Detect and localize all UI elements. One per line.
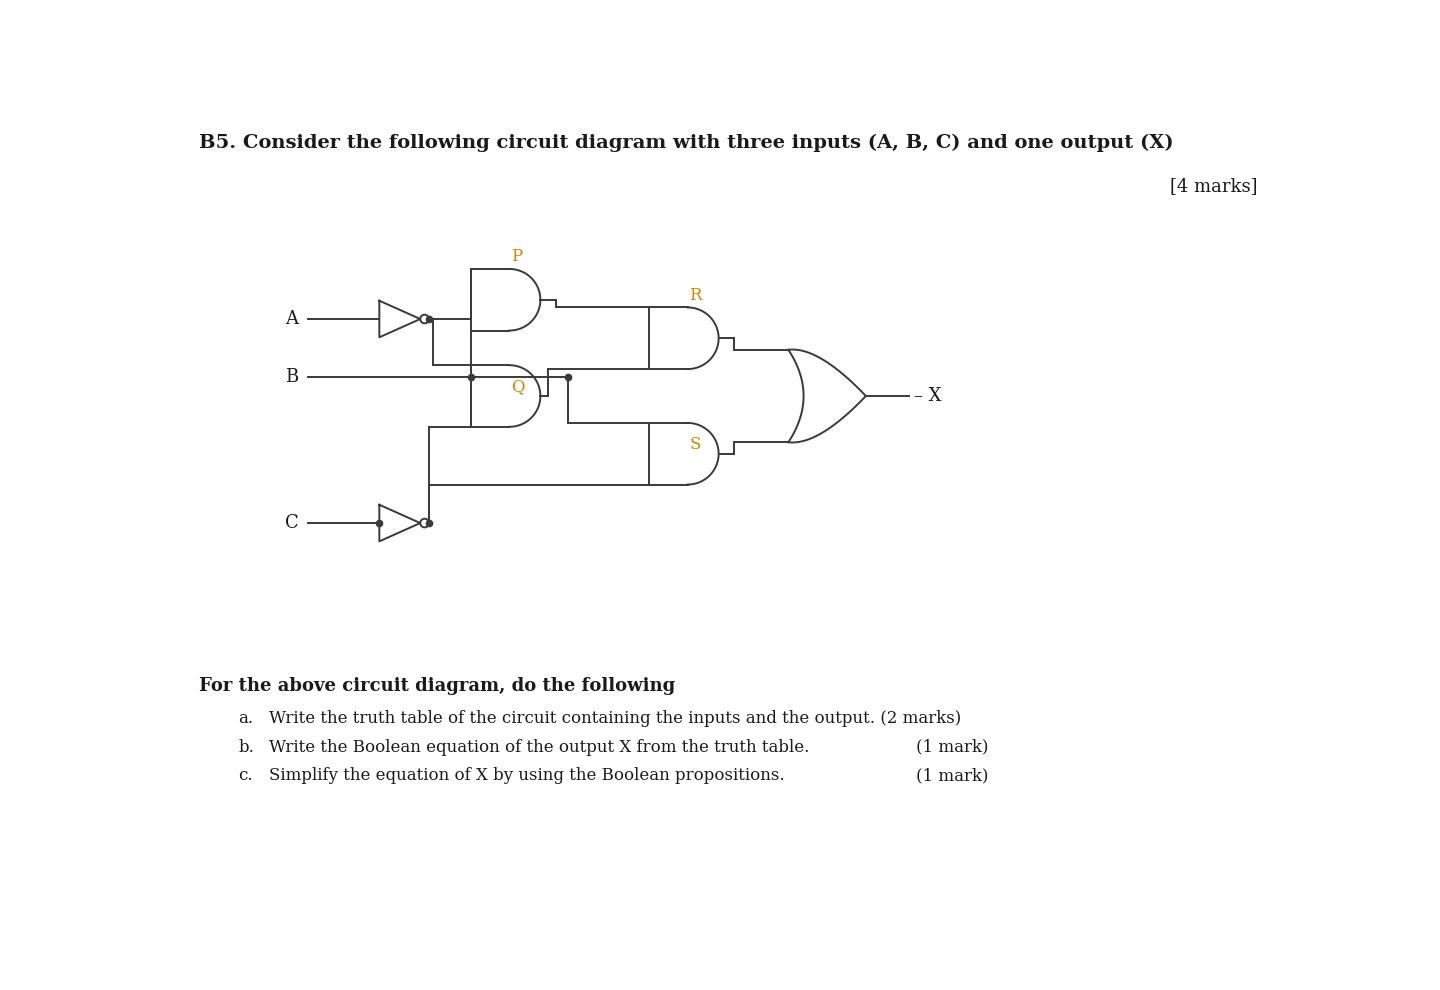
Text: B5. Consider the following circuit diagram with three inputs (A, B, C) and one o: B5. Consider the following circuit diagr… <box>199 135 1174 152</box>
Text: B: B <box>285 367 298 386</box>
Text: Q: Q <box>511 378 524 395</box>
Text: a.: a. <box>238 710 253 728</box>
Text: P: P <box>511 248 523 265</box>
Text: R: R <box>690 287 701 304</box>
Text: S: S <box>690 436 700 453</box>
Text: Simplify the equation of X by using the Boolean propositions.: Simplify the equation of X by using the … <box>269 767 785 784</box>
Text: (1 mark): (1 mark) <box>916 739 989 755</box>
Text: C: C <box>285 514 298 532</box>
Text: A: A <box>285 310 298 328</box>
Text: Write the truth table of the circuit containing the inputs and the output. (2 ma: Write the truth table of the circuit con… <box>269 710 962 728</box>
Text: b.: b. <box>238 739 253 755</box>
Text: [4 marks]: [4 marks] <box>1169 176 1257 195</box>
Text: Write the Boolean equation of the output X from the truth table.: Write the Boolean equation of the output… <box>269 739 809 755</box>
Text: – X: – X <box>914 387 942 405</box>
Text: For the above circuit diagram, do the following: For the above circuit diagram, do the fo… <box>199 677 675 695</box>
Text: (1 mark): (1 mark) <box>916 767 989 784</box>
Text: c.: c. <box>238 767 253 784</box>
